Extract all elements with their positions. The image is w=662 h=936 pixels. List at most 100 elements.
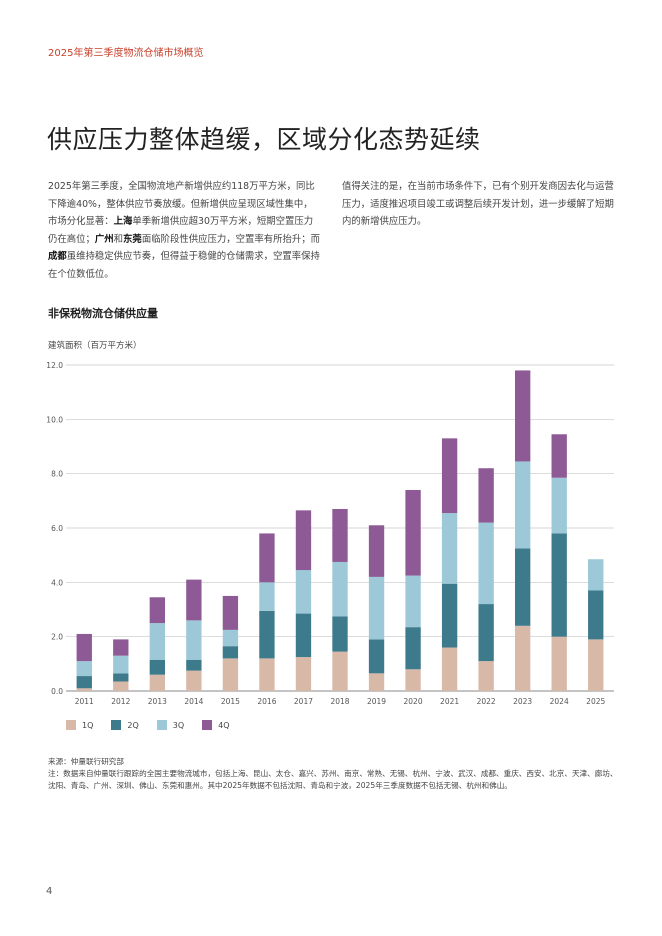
bar-1q-2014	[186, 670, 202, 691]
bar-1q-2021	[441, 647, 458, 691]
bar-1q-2020	[405, 669, 421, 691]
x-tick-label: 2022	[477, 697, 496, 706]
bar-3q-2023	[514, 461, 531, 549]
y-tick-label: 8.0	[51, 470, 63, 479]
legend-item-2q: 2Q	[111, 720, 139, 730]
x-tick-label: 2023	[513, 697, 532, 706]
y-tick-label: 12.0	[46, 361, 63, 370]
legend-item-3q: 3Q	[156, 720, 185, 730]
bar-4q-2011	[76, 633, 92, 662]
page-number: 4	[46, 886, 53, 897]
bar-2q-2025	[588, 590, 604, 640]
bar-1q-2011	[76, 688, 92, 691]
x-tick-label: 2018	[330, 697, 349, 706]
note-line: 注：数据来自仲量联行跟踪的全国主要物流城市，包括上海、昆山、太仓、嘉兴、苏州、南…	[48, 769, 618, 790]
bar-1q-2017	[295, 657, 312, 691]
bar-2q-2022	[478, 604, 494, 662]
chart-legend: 1Q 2Q 3Q 4Q	[66, 720, 230, 730]
report-header: 2025年第三季度物流仓储市场概览	[48, 48, 204, 59]
x-tick-label: 2024	[550, 697, 569, 706]
y-tick-label: 6.0	[51, 524, 63, 533]
bar-3q-2022	[478, 522, 494, 605]
legend-swatch-4q	[202, 720, 213, 730]
bar-4q-2024	[551, 434, 567, 478]
bar-3q-2018	[332, 561, 348, 617]
bar-2q-2017	[295, 613, 312, 658]
y-tick-label: 10.0	[46, 415, 63, 424]
x-tick-label: 2014	[184, 697, 203, 706]
y-tick-label: 0.0	[51, 687, 63, 696]
legend-item-1q: 1Q	[66, 720, 93, 730]
bar-3q-2017	[295, 570, 312, 614]
bar-3q-2011	[76, 661, 92, 677]
bar-1q-2013	[149, 674, 166, 691]
bar-3q-2024	[551, 477, 567, 534]
bar-4q-2013	[149, 597, 166, 624]
bar-1q-2024	[551, 636, 567, 691]
bar-4q-2016	[259, 533, 275, 583]
bar-1q-2025	[588, 639, 604, 691]
bar-2q-2023	[514, 548, 531, 626]
intro-right-paragraph: 值得关注的是，在当前市场条件下，已有个别开发商因去化与运营压力，适度推迟项目竣工…	[342, 181, 614, 227]
bar-4q-2021	[441, 438, 458, 514]
bar-4q-2018	[332, 508, 348, 562]
x-tick-label: 2011	[75, 697, 94, 706]
bar-1q-2019	[368, 673, 385, 691]
intro-left-paragraph: 2025年第三季度，全国物流地产新增供应约118万平方米，同比下降逾40%，整体…	[48, 181, 320, 280]
bar-1q-2018	[332, 651, 348, 691]
supply-stacked-bar-chart: 0.0 2.0 4.0 6.0 8.0 10.0 12.0 2011 2012 2013 2014 2…	[46, 361, 614, 706]
bar-3q-2014	[186, 620, 202, 660]
legend-swatch-1q	[66, 720, 76, 730]
bar-2q-2020	[405, 627, 421, 670]
legend-label-3q: 3Q	[172, 720, 185, 730]
bar-4q-2022	[478, 468, 494, 523]
legend-label-1q: 1Q	[82, 720, 94, 730]
bar-2q-2011	[76, 676, 92, 689]
bar-2q-2018	[332, 616, 348, 652]
y-axis-unit-label: 建筑面积（百万平方米）	[48, 341, 142, 351]
bar-3q-2020	[405, 575, 421, 628]
bar-4q-2019	[368, 525, 385, 577]
bar-2q-2015	[222, 646, 239, 659]
bar-3q-2021	[441, 513, 458, 584]
bar-4q-2017	[295, 510, 312, 571]
bar-4q-2014	[186, 579, 202, 621]
y-tick-label: 2.0	[51, 633, 63, 642]
legend-swatch-3q	[156, 720, 167, 730]
y-tick-label: 4.0	[51, 578, 63, 587]
bar-2q-2013	[149, 659, 166, 675]
bar-2q-2021	[441, 583, 458, 648]
x-tick-label: 2015	[221, 697, 240, 706]
bar-4q-2020	[405, 489, 421, 576]
bar-2q-2019	[368, 639, 385, 674]
legend-swatch-2q	[111, 720, 122, 730]
bar-3q-2015	[222, 629, 239, 647]
legend-item-4q: 4Q	[202, 720, 230, 730]
legend-label-4q: 4Q	[218, 720, 230, 730]
bar-1q-2012	[113, 681, 129, 691]
bar-3q-2016	[259, 582, 275, 611]
bar-2q-2024	[551, 533, 567, 637]
bar-1q-2016	[259, 658, 275, 691]
chart-title: 非保税物流仓储供应量	[48, 307, 158, 320]
x-tick-label: 2021	[440, 697, 459, 706]
bar-2q-2014	[186, 659, 202, 671]
bar-3q-2025	[588, 559, 604, 591]
bar-1q-2022	[478, 661, 494, 691]
x-tick-label: 2020	[404, 697, 423, 706]
bar-3q-2019	[368, 576, 385, 640]
bar-3q-2012	[113, 655, 129, 674]
x-tick-label: 2013	[148, 697, 167, 706]
page-title: 供应压力整体趋缓，区域分化态势延续	[47, 125, 481, 154]
source-line: 来源：仲量联行研究部	[48, 757, 124, 766]
x-tick-label: 2017	[294, 697, 313, 706]
bar-3q-2013	[149, 623, 166, 660]
bar-1q-2023	[514, 625, 531, 691]
x-tick-label: 2019	[367, 697, 386, 706]
bar-4q-2023	[514, 370, 531, 462]
chart-notes: 来源：仲量联行研究部 注：数据来自仲量联行跟踪的全国主要物流城市，包括上海、昆山…	[48, 756, 618, 792]
bar-1q-2015	[222, 658, 239, 691]
bar-2q-2012	[113, 673, 129, 682]
bar-4q-2012	[113, 639, 129, 656]
bar-2q-2016	[259, 610, 275, 659]
